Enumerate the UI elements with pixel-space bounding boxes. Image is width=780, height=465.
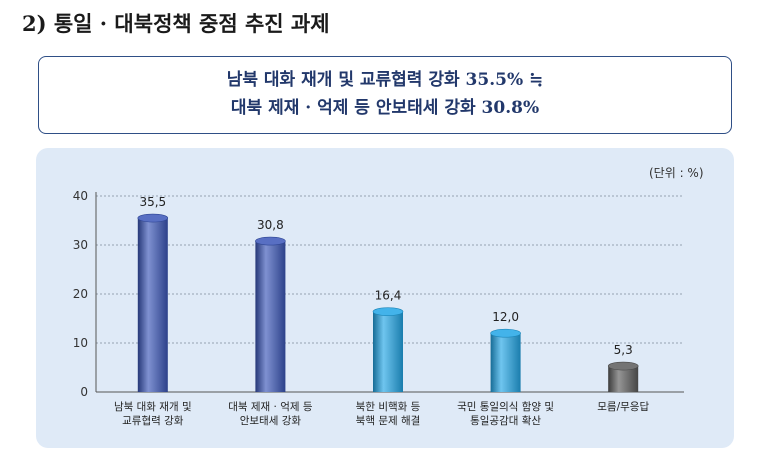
unit-label: (단위 : %) <box>649 166 704 180</box>
bar-cap <box>607 361 639 371</box>
chart-panel: (단위 : %) 0 10 20 30 40 35,5 남북 대화 재개 및 교류협력 강화… <box>36 148 734 448</box>
bar-cap <box>137 213 169 223</box>
bar <box>608 366 639 392</box>
category-label: 모름/무응답 <box>597 401 649 413</box>
y-tick-label: 30 <box>73 238 88 252</box>
value-label: 5,3 <box>614 343 633 357</box>
bar-cap <box>490 328 521 338</box>
y-tick-label: 40 <box>73 189 88 203</box>
category-label: 대북 제재 · 억제 등 <box>228 401 313 413</box>
category-label: 북한 비핵화 등 <box>356 401 421 413</box>
bar-cap <box>255 236 286 246</box>
value-label: 16,4 <box>375 289 402 303</box>
category-label: 국민 통일의식 함양 및 <box>457 400 554 413</box>
category-label: 통일공감대 확산 <box>470 414 541 427</box>
summary-line-2: 대북 제재 · 억제 등 안보태세 강화 30.8% <box>230 98 540 118</box>
value-label: 30,8 <box>257 218 284 232</box>
category-label: 북핵 문제 해결 <box>356 414 421 427</box>
bar <box>137 218 168 392</box>
y-tick-label: 10 <box>73 336 88 350</box>
y-tick-label: 20 <box>73 287 88 301</box>
bar <box>490 333 521 392</box>
category-label: 교류협력 강화 <box>122 414 184 427</box>
summary-line-1: 남북 대화 재개 및 교류협력 강화 35.5% ≒ <box>226 70 544 90</box>
bar-cap <box>372 307 404 316</box>
section-title: 2) 통일 · 대북정책 중점 추진 과제 <box>22 11 330 36</box>
category-label: 안보태세 강화 <box>240 415 302 427</box>
category-label: 남북 대화 재개 및 <box>114 401 192 413</box>
summary-box: 남북 대화 재개 및 교류협력 강화 35.5% ≒ 대북 제재 · 억제 등 … <box>38 56 732 134</box>
bar <box>255 241 286 392</box>
y-tick-label: 0 <box>80 385 88 399</box>
bar <box>373 311 403 392</box>
value-label: 12,0 <box>492 310 519 324</box>
value-label: 35,5 <box>139 195 166 209</box>
